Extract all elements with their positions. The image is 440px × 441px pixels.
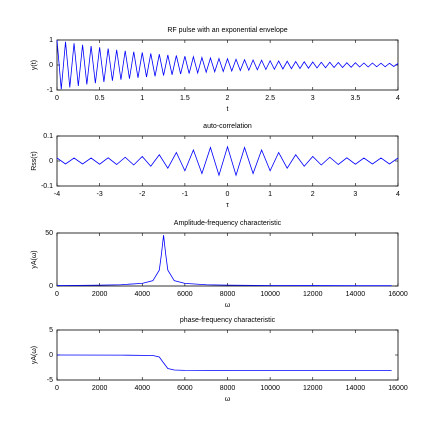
x-tick-label: 0 (226, 191, 230, 198)
x-tick-label: -3 (97, 191, 103, 198)
x-tick-label: 1.5 (180, 95, 190, 102)
y-tick-label: -5 (47, 377, 53, 384)
chart-title: auto-correlation (203, 123, 252, 130)
x-tick-label: 4000 (134, 385, 150, 392)
x-tick-label: 3.5 (351, 95, 361, 102)
y-tick-label: 0.1 (43, 133, 53, 140)
y-tick-label: 1 (49, 37, 53, 44)
x-tick-label: 0.5 (95, 95, 105, 102)
x-tick-label: -4 (54, 191, 60, 198)
x-tick-label: 4000 (134, 291, 150, 298)
signal-line (56, 354, 392, 372)
x-tick-label: 12000 (303, 385, 323, 392)
x-tick-label: 1 (140, 95, 144, 102)
x-axis-label: τ (226, 202, 229, 209)
x-tick-label: 10000 (260, 291, 280, 298)
x-axis-label: ω (225, 396, 231, 403)
y-axis-label: yA(ω) (31, 250, 38, 268)
x-tick-label: 2 (226, 95, 230, 102)
x-tick-label: 1 (268, 191, 272, 198)
y-tick-label: 0 (49, 283, 53, 290)
y-tick-label: 0 (49, 158, 53, 165)
x-tick-label: 0 (55, 291, 59, 298)
chart-title: RF pulse with an exponential envelope (167, 27, 287, 34)
signal-line (56, 39, 399, 90)
x-tick-label: 2000 (92, 385, 108, 392)
x-tick-label: 2000 (92, 291, 108, 298)
chart-title: phase-frequency characteristic (180, 317, 276, 324)
y-axis-label: Rss(τ) (31, 151, 38, 170)
y-axis-label: yA(ω) (31, 346, 38, 364)
x-axis-label: t (227, 106, 229, 113)
x-axis-label: ω (225, 302, 231, 309)
y-tick-label: 0 (49, 352, 53, 359)
x-tick-label: -1 (182, 191, 188, 198)
x-tick-label: 10000 (260, 385, 280, 392)
x-tick-label: 3 (353, 191, 357, 198)
signal-line (56, 145, 399, 177)
y-axis-label: y(t) (31, 60, 38, 70)
x-tick-label: 14000 (346, 291, 366, 298)
x-tick-label: 6000 (177, 385, 193, 392)
x-tick-label: 3 (311, 95, 315, 102)
x-tick-label: 4 (396, 95, 400, 102)
x-tick-label: 6000 (177, 291, 193, 298)
x-tick-label: 2.5 (265, 95, 275, 102)
x-tick-label: -2 (139, 191, 145, 198)
x-tick-label: 4 (396, 191, 400, 198)
x-tick-label: 16000 (388, 291, 408, 298)
axes-frame (56, 39, 399, 91)
y-tick-label: -0.1 (41, 183, 53, 190)
chart-title: Amplitude-frequency characteristic (174, 220, 282, 227)
x-tick-label: 0 (55, 385, 59, 392)
x-tick-label: 0 (55, 95, 59, 102)
y-tick-label: 0 (49, 62, 53, 69)
x-tick-label: 8000 (220, 291, 236, 298)
axes-frame (56, 135, 399, 187)
signal-line (56, 235, 392, 287)
x-tick-label: 12000 (303, 291, 323, 298)
y-tick-label: 50 (45, 230, 53, 237)
x-tick-label: 8000 (220, 385, 236, 392)
x-tick-label: 16000 (388, 385, 408, 392)
axes-frame (56, 232, 399, 287)
y-tick-label: -1 (47, 87, 53, 94)
x-tick-label: 14000 (346, 385, 366, 392)
y-tick-label: 5 (49, 327, 53, 334)
x-tick-label: 2 (311, 191, 315, 198)
